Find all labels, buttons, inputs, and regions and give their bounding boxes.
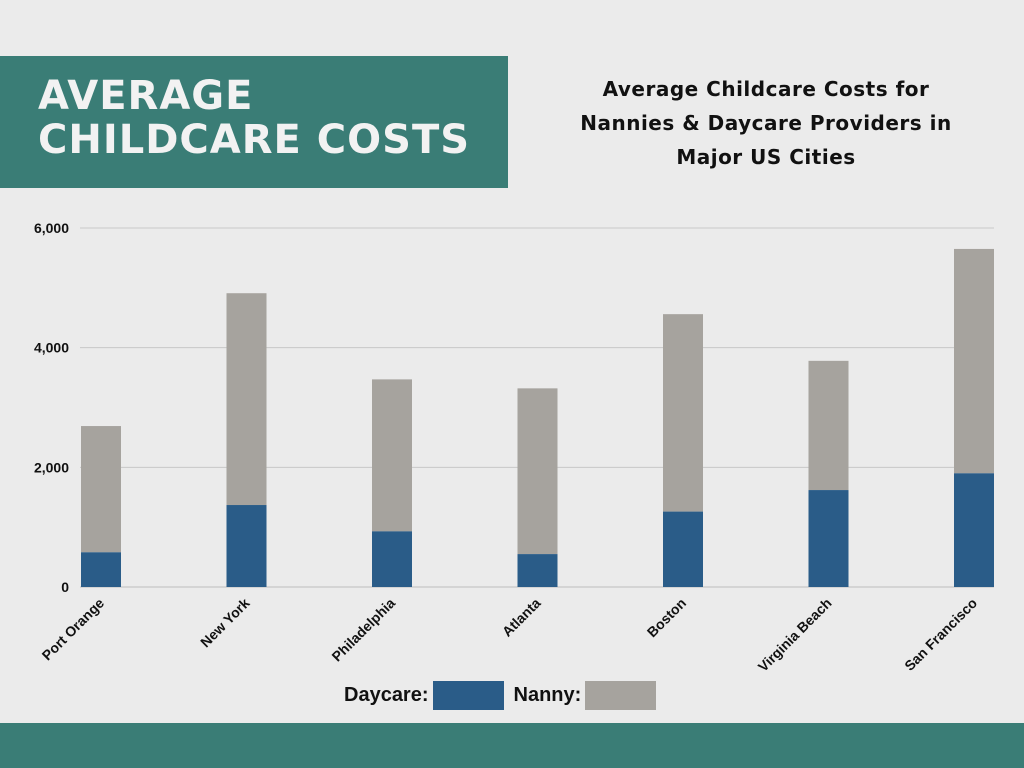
legend-nanny-swatch — [585, 680, 657, 710]
y-tick-label: 4,000 — [34, 340, 69, 356]
legend-daycare-swatch — [432, 680, 504, 710]
legend-nanny-label: Nanny: — [513, 683, 582, 706]
legend-daycare-label: Daycare: — [344, 683, 429, 706]
bar-nanny — [954, 248, 994, 474]
y-tick-label: 0 — [61, 579, 69, 595]
bar-nanny — [808, 360, 849, 491]
bar-nanny — [663, 314, 703, 512]
bar-nanny — [226, 293, 267, 506]
stacked-bar-chart: 0 2,000 4,000 6,000 Port Orange New York Phila… — [34, 220, 994, 675]
y-tick-label: 6,000 — [34, 220, 69, 236]
y-tick-label: 2,000 — [34, 459, 69, 475]
chart-title-line-2: Nannies & Daycare Providers in — [580, 111, 952, 135]
bar-daycare — [954, 473, 994, 587]
bar-nanny — [81, 426, 121, 553]
chart-title-line-3: Major US Cities — [676, 145, 856, 169]
title-line-1: AVERAGE — [38, 73, 254, 119]
x-tick-label: Philadelphia — [328, 595, 398, 665]
x-tick-label: Virginia Beach — [755, 595, 835, 675]
bar-nanny — [517, 388, 558, 555]
x-tick-label: Boston — [644, 595, 689, 640]
bar-daycare — [226, 505, 267, 587]
bar-daycare — [81, 552, 121, 587]
title-line-2: CHILDCARE COSTS — [38, 117, 471, 163]
footer-bar — [0, 723, 1024, 768]
bar-nanny — [372, 379, 412, 532]
chart-title-line-1: Average Childcare Costs for — [602, 77, 930, 101]
x-tick-label: San Francisco — [901, 595, 980, 674]
bar-daycare — [663, 511, 703, 587]
x-tick-label: Port Orange — [39, 595, 108, 664]
x-tick-label: Atlanta — [499, 595, 544, 640]
bar-daycare — [808, 490, 849, 587]
title-banner: AVERAGE CHILDCARE COSTS — [0, 56, 508, 188]
chart-legend: Daycare: Nanny: — [344, 680, 666, 710]
bar-daycare — [517, 554, 558, 587]
chart-title: Average Childcare Costs for Nannies & Da… — [556, 72, 976, 174]
x-tick-label: New York — [197, 595, 253, 651]
bar-daycare — [372, 531, 412, 587]
